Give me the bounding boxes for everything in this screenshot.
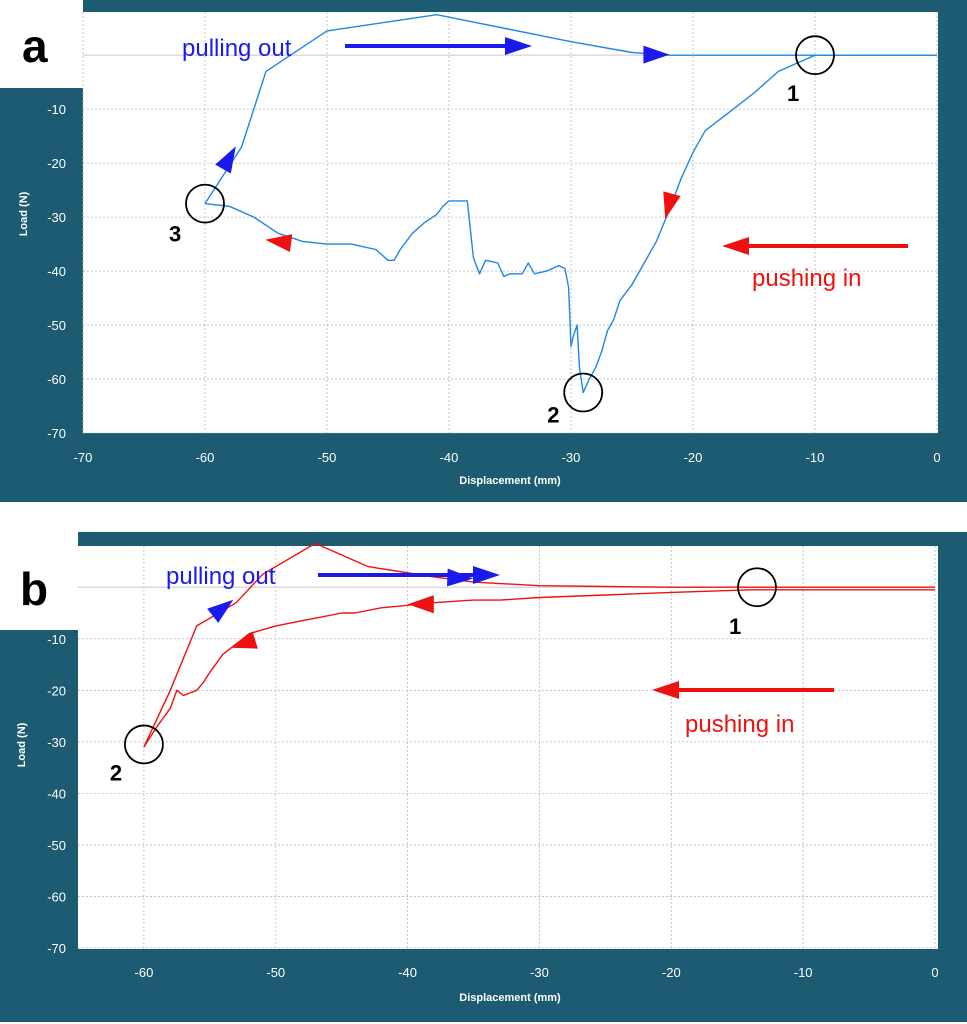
point-label-1: 1 — [787, 81, 799, 106]
direction-arrowhead — [407, 595, 434, 614]
y-tick-label: 0 — [59, 48, 66, 63]
series-line-1 — [204, 54, 937, 394]
panel-a-plot-area — [83, 12, 938, 433]
y-tick-label: -50 — [47, 838, 66, 853]
panel-a-letter: a — [22, 20, 48, 72]
panel-a-pulling-out-label: pulling out — [182, 35, 292, 62]
direction-arrowhead — [265, 234, 293, 252]
x-tick-label: -20 — [662, 965, 681, 980]
y-tick-label: -40 — [47, 786, 66, 801]
panel-a: -70 -60 -50 -40 -30 -20 -10 0 0 -10 -20 -30 -40 -50 -6… — [0, 0, 967, 502]
direction-arrowhead — [663, 191, 681, 219]
x-tick-label: -70 — [74, 450, 93, 465]
x-tick-label: -20 — [684, 450, 703, 465]
y-tick-label: -10 — [47, 632, 66, 647]
y-tick-label: -20 — [47, 156, 66, 171]
panel-a-xlabel: Displacement (mm) — [459, 475, 561, 487]
panel-b-pushing-in-label: pushing in — [685, 711, 794, 738]
y-tick-label: -60 — [47, 372, 66, 387]
panel-b-arrows — [207, 568, 474, 649]
panel-b: -60 -50 -40 -30 -20 -10 0 0 -10 -20 -30 -40 -50 -60 -7… — [0, 532, 967, 1022]
point-circle-1 — [795, 35, 835, 76]
panel-a-ticks: -70 -60 -50 -40 -30 -20 -10 0 0 -10 -20 -30 -40 -50 -6… — [47, 48, 940, 465]
x-tick-label: -10 — [806, 450, 825, 465]
y-tick-label: -60 — [47, 889, 66, 904]
point-label-2: 2 — [547, 403, 559, 428]
x-tick-label: 0 — [931, 965, 938, 980]
y-tick-label: -50 — [47, 318, 66, 333]
direction-arrowhead — [643, 45, 670, 64]
point-circle-1 — [737, 567, 777, 608]
y-tick-label: -70 — [47, 941, 66, 956]
point-label-3: 3 — [169, 222, 181, 247]
panel-b-xlabel: Displacement (mm) — [459, 992, 561, 1004]
panel-b-ylabel: Load (N) — [16, 722, 28, 767]
x-tick-label: -30 — [530, 965, 549, 980]
panel-b-letter-bg — [0, 532, 78, 630]
x-tick-label: -30 — [562, 450, 581, 465]
panel-b-lines — [143, 542, 935, 748]
direction-arrowhead — [207, 599, 234, 623]
panel-a-pushing-in-label: pushing in — [752, 265, 861, 292]
panel-a-points: 1 2 3 — [169, 35, 835, 428]
direction-arrowhead — [215, 146, 236, 174]
series-line-2 — [204, 13, 937, 204]
panel-b-ticks: -60 -50 -40 -30 -20 -10 0 0 -10 -20 -30 -40 -50 -60 -7… — [47, 580, 938, 980]
x-tick-label: -50 — [318, 450, 337, 465]
x-tick-label: -60 — [196, 450, 215, 465]
y-tick-label: 0 — [59, 580, 66, 595]
series-line-1 — [143, 589, 935, 748]
point-label-1: 1 — [729, 614, 741, 639]
y-tick-label: -30 — [47, 210, 66, 225]
panel-b-letter: b — [20, 563, 48, 615]
y-tick-label: -70 — [47, 426, 66, 441]
x-tick-label: -50 — [266, 965, 285, 980]
panel-a-letter-bg — [0, 0, 83, 88]
point-circle-2 — [124, 724, 164, 765]
panel-b-pulling-out-arrow — [318, 566, 500, 584]
point-circle-2 — [563, 372, 604, 413]
panel-a-pulling-out-arrow — [345, 37, 532, 55]
x-tick-label: -40 — [440, 450, 459, 465]
panel-a-pushing-in-arrow — [722, 237, 908, 255]
panel-a-lines — [204, 13, 937, 394]
series-line-2 — [143, 542, 935, 748]
y-tick-label: -10 — [47, 102, 66, 117]
panel-a-arrows — [215, 45, 681, 252]
direction-arrowhead — [447, 568, 474, 587]
point-circle-3 — [185, 183, 225, 224]
y-tick-label: -20 — [47, 683, 66, 698]
x-tick-label: -10 — [794, 965, 813, 980]
x-tick-label: -60 — [135, 965, 154, 980]
y-tick-label: -40 — [47, 264, 66, 279]
x-tick-label: 0 — [933, 450, 940, 465]
panel-a-ylabel: Load (N) — [18, 191, 30, 236]
panel-b-pulling-out-label: pulling out — [166, 563, 276, 590]
point-label-2: 2 — [110, 760, 122, 785]
y-tick-label: -30 — [47, 735, 66, 750]
x-tick-label: -40 — [398, 965, 417, 980]
panel-b-plot-area — [78, 546, 938, 949]
direction-arrowhead — [230, 631, 258, 649]
panel-b-points: 12 — [110, 567, 777, 785]
panel-b-pushing-in-arrow — [652, 681, 834, 699]
